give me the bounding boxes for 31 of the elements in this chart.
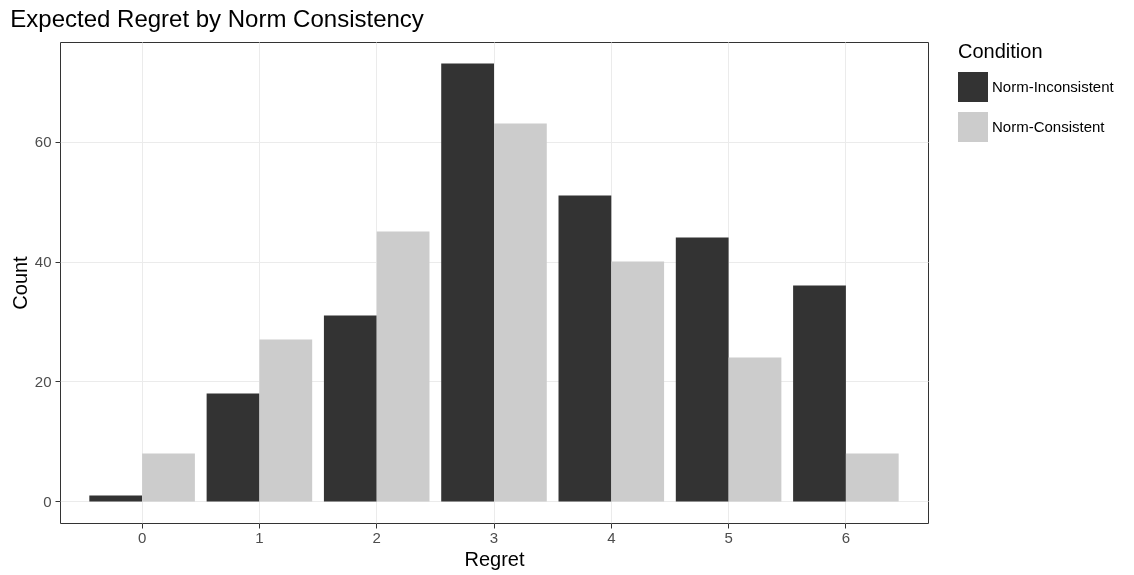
x-tick-label: 4 [607, 528, 616, 546]
y-tick-label: 0 [43, 492, 52, 510]
x-tick-label: 1 [255, 528, 264, 546]
legend-label: Norm-Inconsistent [992, 78, 1115, 95]
y-tick-label: 60 [34, 133, 52, 151]
x-axis-title: Regret [464, 547, 525, 570]
x-tick-label: 2 [372, 528, 381, 546]
bar [376, 231, 430, 502]
bar [89, 495, 143, 502]
legend-label: Norm-Consistent [992, 118, 1106, 135]
bar [793, 285, 846, 502]
x-tick-label: 0 [137, 528, 147, 546]
x-tick-label: 5 [724, 528, 733, 546]
y-tick-label: 20 [34, 372, 52, 390]
y-tick-label: 40 [34, 253, 52, 271]
bar [323, 315, 377, 502]
bar [494, 123, 547, 502]
y-axis-title: Count [8, 255, 31, 310]
bar [441, 63, 494, 502]
x-tick-label: 6 [841, 528, 851, 546]
x-tick-label: 3 [489, 528, 499, 546]
bar [611, 261, 665, 502]
bar [728, 357, 782, 502]
bar [845, 453, 899, 502]
chart-title: Expected Regret by Norm Consistency [10, 5, 424, 32]
bar [675, 237, 729, 502]
bar [206, 393, 260, 502]
bar [259, 339, 313, 502]
bar [558, 195, 612, 502]
legend-title: Condition [958, 40, 1043, 62]
bar [142, 453, 195, 502]
